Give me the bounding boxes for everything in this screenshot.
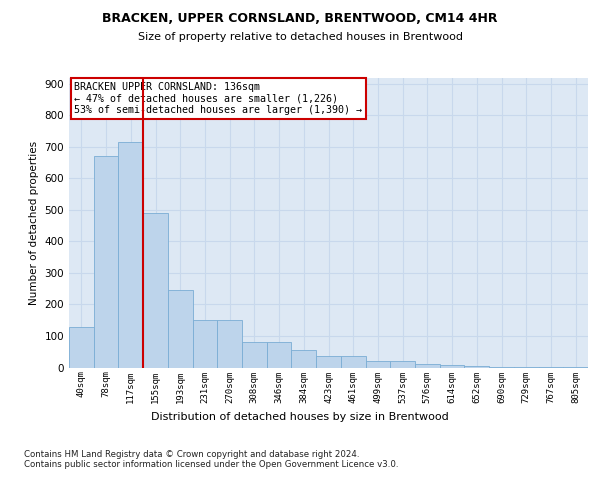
Text: Distribution of detached houses by size in Brentwood: Distribution of detached houses by size … — [151, 412, 449, 422]
Y-axis label: Number of detached properties: Number of detached properties — [29, 140, 39, 304]
Bar — [390, 361, 415, 368]
Bar — [514, 366, 539, 368]
Bar — [464, 366, 489, 368]
Bar — [267, 342, 292, 367]
Bar — [489, 366, 514, 368]
Bar — [143, 213, 168, 368]
Text: Contains HM Land Registry data © Crown copyright and database right 2024.
Contai: Contains HM Land Registry data © Crown c… — [24, 450, 398, 469]
Bar — [316, 356, 341, 368]
Bar — [69, 326, 94, 368]
Bar — [118, 142, 143, 368]
Bar — [193, 320, 217, 368]
Text: BRACKEN, UPPER CORNSLAND, BRENTWOOD, CM14 4HR: BRACKEN, UPPER CORNSLAND, BRENTWOOD, CM1… — [102, 12, 498, 26]
Bar — [94, 156, 118, 368]
Text: BRACKEN UPPER CORNSLAND: 136sqm
← 47% of detached houses are smaller (1,226)
53%: BRACKEN UPPER CORNSLAND: 136sqm ← 47% of… — [74, 82, 362, 115]
Bar — [168, 290, 193, 368]
Bar — [292, 350, 316, 368]
Bar — [440, 365, 464, 368]
Bar — [217, 320, 242, 368]
Bar — [415, 364, 440, 368]
Text: Size of property relative to detached houses in Brentwood: Size of property relative to detached ho… — [137, 32, 463, 42]
Bar — [242, 342, 267, 367]
Bar — [563, 366, 588, 368]
Bar — [539, 366, 563, 368]
Bar — [341, 356, 365, 368]
Bar — [365, 361, 390, 368]
